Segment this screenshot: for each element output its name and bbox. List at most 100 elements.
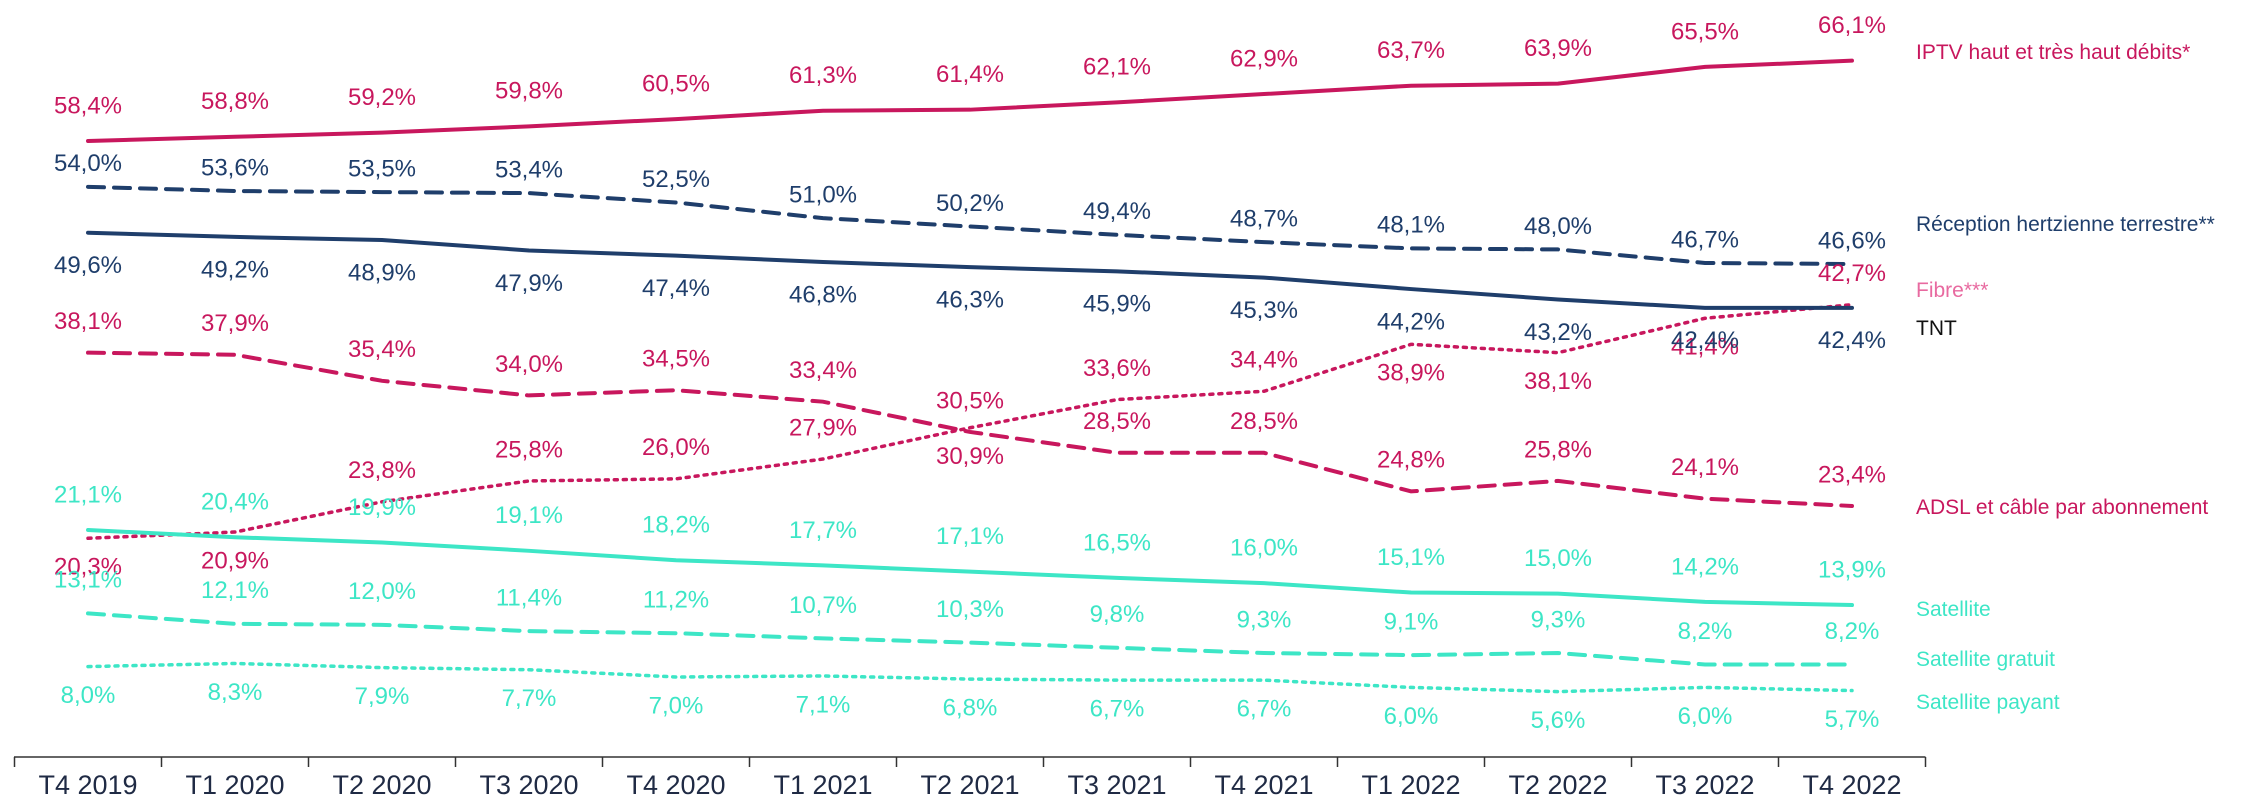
value-label: 21,1% (54, 481, 122, 508)
legend-entry: ADSL et câble par abonnement (1916, 496, 2209, 519)
x-tick-label: T4 2020 (626, 770, 725, 799)
value-label: 7,1% (796, 691, 851, 718)
value-label: 30,9% (936, 443, 1004, 470)
value-label: 49,2% (201, 256, 269, 283)
value-label: 48,0% (1524, 213, 1592, 240)
value-label: 52,5% (642, 166, 710, 193)
x-tick-label: T1 2022 (1361, 770, 1460, 799)
value-label: 33,4% (789, 357, 857, 384)
value-label: 47,4% (642, 275, 710, 302)
value-label: 9,8% (1090, 601, 1145, 628)
value-label: 7,9% (355, 683, 410, 710)
value-label: 27,9% (789, 414, 857, 441)
value-label: 62,9% (1230, 45, 1298, 72)
value-label: 51,0% (789, 181, 857, 208)
value-label: 54,0% (54, 150, 122, 177)
value-label: 17,7% (789, 517, 857, 544)
value-label: 18,2% (642, 512, 710, 539)
value-label: 11,4% (496, 584, 562, 611)
series-line (86, 350, 1854, 508)
value-label: 42,4% (1818, 327, 1886, 354)
value-label: 5,6% (1531, 707, 1586, 734)
legend-entry: Fibre*** (1916, 279, 1989, 302)
value-label: 6,0% (1384, 703, 1439, 730)
value-label: 15,0% (1524, 545, 1592, 572)
legend-entry: Satellite payant (1916, 691, 2060, 714)
value-label: 60,5% (642, 70, 710, 97)
x-tick-label: T4 2019 (38, 770, 137, 799)
value-label: 59,2% (348, 84, 416, 111)
value-label: 24,8% (1377, 447, 1445, 474)
value-label: 20,4% (201, 489, 269, 516)
x-tick-label: T1 2021 (773, 770, 872, 799)
value-label: 38,1% (54, 308, 122, 335)
value-label: 7,0% (649, 692, 704, 719)
value-label: 12,1% (201, 577, 269, 604)
value-label: 53,5% (348, 155, 416, 182)
value-label: 13,9% (1818, 556, 1886, 583)
x-tick-label: T4 2022 (1802, 770, 1901, 799)
value-label: 58,4% (54, 92, 122, 119)
value-label: 46,3% (936, 287, 1004, 314)
series-line (86, 302, 1854, 541)
value-label: 7,7% (502, 685, 557, 712)
value-label: 62,1% (1083, 54, 1151, 81)
legend-entry: IPTV haut et très haut débits* (1916, 41, 2191, 64)
series-line (86, 230, 1854, 310)
value-label: 63,7% (1377, 37, 1445, 64)
value-label: 6,7% (1237, 695, 1292, 722)
value-label: 30,5% (936, 387, 1004, 414)
value-label: 6,7% (1090, 695, 1145, 722)
series-line (86, 527, 1854, 608)
value-label: 58,8% (201, 88, 269, 115)
value-label: 50,2% (936, 190, 1004, 217)
x-tick-label: T3 2020 (479, 770, 578, 799)
x-tick-label: T1 2020 (185, 770, 284, 799)
value-label: 16,5% (1083, 529, 1151, 556)
value-label: 23,8% (348, 457, 416, 484)
value-label: 44,2% (1377, 308, 1445, 335)
value-label: 42,7% (1818, 260, 1886, 287)
value-label: 53,4% (495, 156, 563, 183)
value-label: 8,0% (61, 682, 116, 709)
value-label: 25,8% (1524, 436, 1592, 463)
value-label: 13,1% (54, 567, 122, 594)
value-label: 20,9% (201, 547, 269, 574)
value-label: 46,8% (789, 281, 857, 308)
value-label: 65,5% (1671, 18, 1739, 45)
value-label: 16,0% (1230, 534, 1298, 561)
value-label: 8,3% (208, 679, 263, 706)
value-label: 12,0% (348, 578, 416, 605)
value-label: 66,1% (1818, 12, 1886, 39)
series-line (86, 661, 1854, 694)
x-tick-label: T2 2021 (920, 770, 1019, 799)
value-label: 43,2% (1524, 319, 1592, 346)
value-label: 9,1% (1384, 608, 1439, 635)
value-label: 38,9% (1377, 360, 1445, 387)
value-label: 37,9% (201, 310, 269, 337)
value-label: 48,9% (348, 259, 416, 286)
value-label: 48,7% (1230, 205, 1298, 232)
value-label: 8,2% (1825, 618, 1880, 645)
value-label: 15,1% (1377, 544, 1445, 571)
value-label: 6,0% (1678, 703, 1733, 730)
value-label: 26,0% (642, 434, 710, 461)
legend-entry: TNT (1916, 317, 1957, 340)
value-label: 33,6% (1083, 355, 1151, 382)
value-label: 8,2% (1678, 618, 1733, 645)
value-label: 11,2% (643, 587, 709, 614)
value-label: 48,1% (1377, 212, 1445, 239)
value-label: 25,8% (495, 436, 563, 463)
value-label: 28,5% (1230, 408, 1298, 435)
legend-entry: Satellite gratuit (1916, 648, 2055, 671)
value-label: 63,9% (1524, 35, 1592, 62)
value-label: 46,7% (1671, 226, 1739, 253)
x-tick-label: T4 2021 (1214, 770, 1313, 799)
value-label: 19,9% (348, 494, 416, 521)
value-label: 41,4% (1671, 334, 1739, 361)
value-label: 38,1% (1524, 368, 1592, 395)
value-label: 49,6% (54, 252, 122, 279)
value-label: 19,1% (495, 502, 563, 529)
